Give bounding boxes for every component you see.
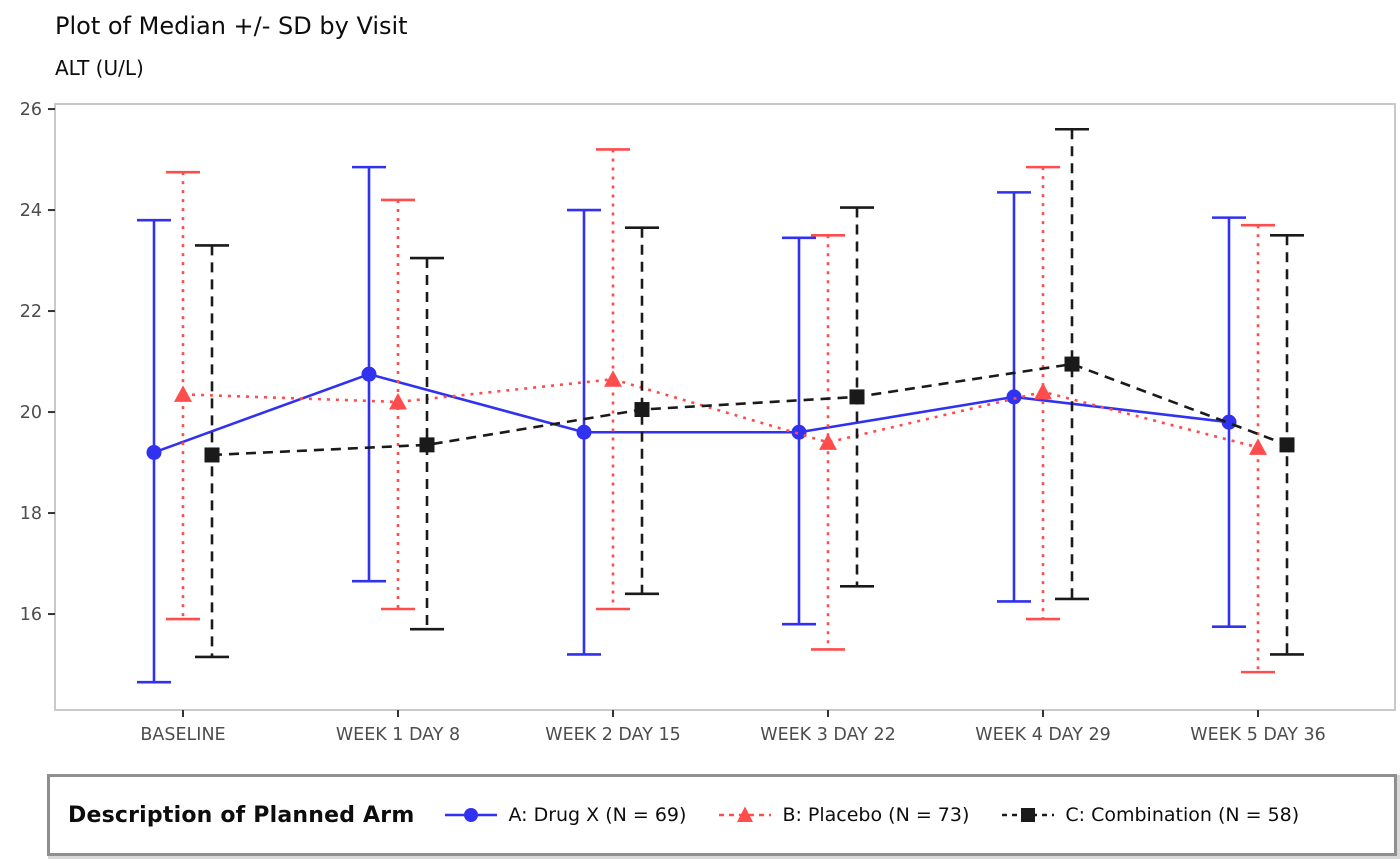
svg-text:26: 26 xyxy=(20,100,42,120)
legend-entry-placebo: B: Placebo (N = 73) xyxy=(716,802,969,828)
svg-text:22: 22 xyxy=(20,302,42,322)
x-axis: BASELINE WEEK 1 DAY 8 WEEK 2 DAY 15 WEEK 3 … xyxy=(140,710,1326,745)
legend-title: Description of Planned Arm xyxy=(68,802,415,828)
plot-frame xyxy=(54,103,1396,711)
svg-text:WEEK 5 DAY 36: WEEK 5 DAY 36 xyxy=(1190,725,1325,745)
svg-text:WEEK 1 DAY 8: WEEK 1 DAY 8 xyxy=(336,725,460,745)
svg-text:18: 18 xyxy=(20,504,42,524)
svg-text:16: 16 xyxy=(20,605,42,625)
series-drug-x xyxy=(137,165,1246,684)
legend: Description of Planned Arm A: Drug X (N … xyxy=(47,774,1397,856)
svg-text:24: 24 xyxy=(20,201,42,221)
y-axis-unit-label: ALT (U/L) xyxy=(55,56,144,80)
legend-entry-combination: C: Combination (N = 58) xyxy=(999,802,1299,828)
legend-label-combination: C: Combination (N = 58) xyxy=(1065,804,1300,826)
svg-text:20: 20 xyxy=(20,403,42,423)
legend-marker-triangle-icon xyxy=(716,802,774,828)
svg-text:WEEK 4 DAY 29: WEEK 4 DAY 29 xyxy=(975,725,1110,745)
plot-svg: 16 18 20 22 24 26 BASELINE WEEK 1 DAY 8 WEEK 2 D… xyxy=(20,100,1396,745)
svg-text:BASELINE: BASELINE xyxy=(140,725,225,745)
svg-text:WEEK 2 DAY 15: WEEK 2 DAY 15 xyxy=(545,725,680,745)
legend-entry-drug-x: A: Drug X (N = 69) xyxy=(442,802,686,828)
series-combination xyxy=(195,127,1304,659)
chart-title: Plot of Median +/- SD by Visit xyxy=(55,12,408,40)
legend-marker-circle-icon xyxy=(442,802,500,828)
legend-label-placebo: B: Placebo (N = 73) xyxy=(782,804,970,826)
legend-label-drug-x: A: Drug X (N = 69) xyxy=(508,804,687,826)
legend-marker-square-icon xyxy=(999,802,1057,828)
plot-area: 16 18 20 22 24 26 BASELINE WEEK 1 DAY 8 WEEK 2 D… xyxy=(20,100,1396,745)
svg-text:WEEK 3 DAY 22: WEEK 3 DAY 22 xyxy=(760,725,895,745)
series-placebo xyxy=(166,148,1275,674)
y-axis: 16 18 20 22 24 26 xyxy=(20,100,55,625)
